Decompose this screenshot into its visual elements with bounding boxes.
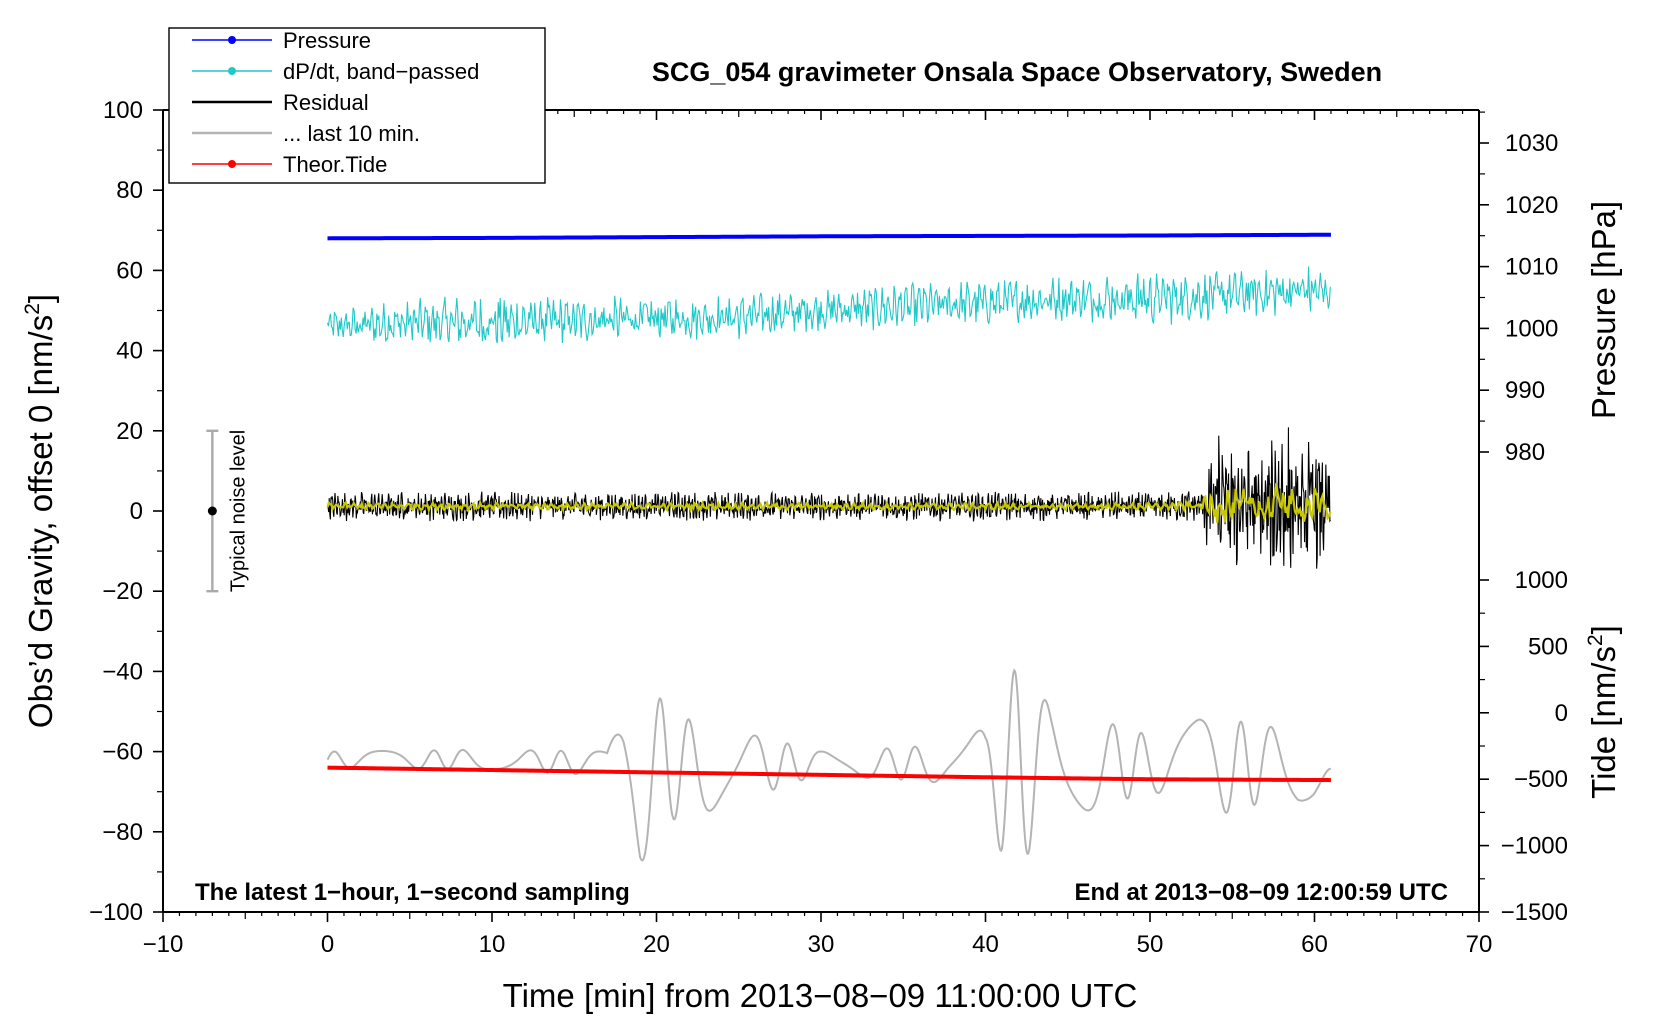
y-tick-label: 20 — [116, 418, 143, 445]
pressure-tick-label: 1030 — [1505, 130, 1558, 157]
legend-marker — [228, 36, 236, 44]
tide-tick-label: 0 — [1555, 700, 1568, 727]
y-axis-title-left-main: Obs’d Gravity, offset 0 [nm/s — [22, 315, 59, 728]
x-tick-label: 10 — [479, 931, 506, 958]
legend-marker — [228, 67, 236, 75]
y-tick-label: 0 — [130, 498, 143, 525]
series-tide-line — [327, 765, 1331, 783]
tide-tick-label: −1000 — [1501, 833, 1568, 860]
x-tick-label: −10 — [143, 931, 184, 958]
legend-box — [168, 27, 546, 184]
y-axis-title-tide: Tide [nm/s2] — [1584, 625, 1622, 799]
y-tick-label: −100 — [89, 899, 143, 926]
x-tick-label: 70 — [1466, 931, 1493, 958]
series-residual-line — [327, 427, 1331, 569]
series-pressure-line — [327, 232, 1331, 241]
y-axis-title-pressure: Pressure [hPa] — [1585, 201, 1622, 419]
legend-label: dP/dt, band−passed — [283, 59, 479, 84]
tide-tick-label: −500 — [1514, 766, 1568, 793]
tide-tick-label: −1500 — [1501, 899, 1568, 926]
y-axis-title-left: Obs’d Gravity, offset 0 [nm/s2] — [21, 294, 59, 728]
y-tick-label: −20 — [102, 578, 143, 605]
x-tick-label: 0 — [321, 931, 334, 958]
y-axis-title-left-sup: 2 — [21, 303, 44, 315]
pressure-tick-label: 980 — [1505, 439, 1545, 466]
pressure-tick-label: 1000 — [1505, 315, 1558, 342]
note-left: The latest 1−hour, 1−second sampling — [195, 879, 630, 906]
y-axis-title-tide-end: ] — [1585, 625, 1622, 634]
x-tick-label: 40 — [972, 931, 999, 958]
x-tick-label: 30 — [808, 931, 835, 958]
chart-title: SCG_054 gravimeter Onsala Space Observat… — [652, 57, 1382, 87]
series-residual-smooth-line — [326, 483, 1332, 523]
legend-marker — [228, 160, 236, 168]
x-tick-label: 50 — [1137, 931, 1164, 958]
y-axis-title-left-end: ] — [22, 294, 59, 303]
tick-layer: −10 0 10 20 30 40 50 60 70100806040200−20−40−60−… — [89, 97, 1568, 958]
y-tick-label: 60 — [116, 257, 143, 284]
noise-bar — [206, 429, 219, 593]
legend-label: Theor.Tide — [283, 152, 387, 177]
pressure-tick-label: 990 — [1505, 377, 1545, 404]
y-tick-label: 80 — [116, 177, 143, 204]
legend-label: ... last 10 min. — [283, 121, 420, 146]
legend-label: Residual — [283, 90, 369, 115]
y-tick-label: 40 — [116, 338, 143, 365]
series-layer — [326, 232, 1332, 862]
tide-tick-label: 1000 — [1515, 567, 1568, 594]
legend: Pressure dP/dt, band−passed Residual ... la… — [168, 27, 546, 184]
series-dpdt-line — [326, 266, 1331, 344]
x-tick-label: 60 — [1301, 931, 1328, 958]
series-last10-line — [326, 668, 1332, 862]
y-axis-title-tide-main: Tide [nm/s — [1585, 646, 1622, 799]
x-tick-label: 20 — [643, 931, 670, 958]
legend-label: Pressure — [283, 28, 371, 53]
y-tick-label: −80 — [102, 819, 143, 846]
noise-bar-center-dot — [207, 506, 217, 516]
note-right: End at 2013−08−09 12:00:59 UTC — [1074, 879, 1448, 906]
y-axis-title-tide-sup: 2 — [1584, 634, 1607, 646]
y-tick-label: −40 — [102, 658, 143, 685]
pressure-tick-label: 1010 — [1505, 254, 1558, 281]
y-tick-label: −60 — [102, 739, 143, 766]
tide-tick-label: 500 — [1528, 633, 1568, 660]
noise-bar-label: Typical noise level — [227, 430, 249, 592]
x-axis-title: Time [min] from 2013−08−09 11:00:00 UTC — [503, 977, 1138, 1014]
pressure-tick-label: 1020 — [1505, 192, 1558, 219]
y-tick-label: 100 — [103, 97, 143, 124]
